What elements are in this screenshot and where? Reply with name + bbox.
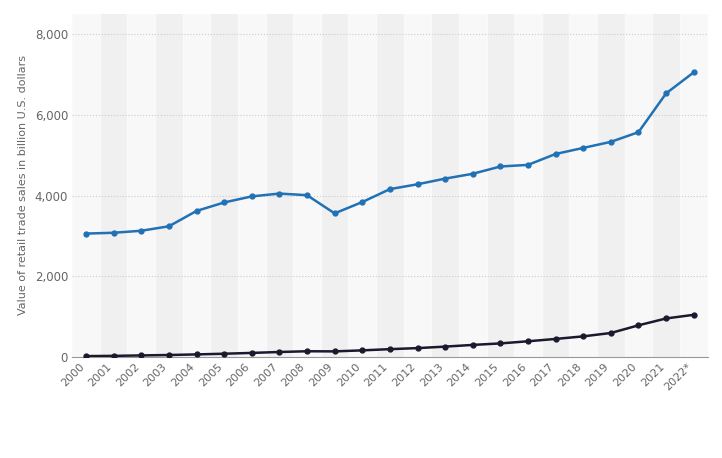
E-commerce	[303, 349, 311, 354]
E-commerce	[469, 342, 477, 348]
E-commerce	[386, 346, 394, 352]
E-commerce	[109, 353, 118, 359]
Total	[552, 151, 560, 157]
Total	[469, 171, 477, 176]
E-commerce	[413, 345, 422, 351]
Total	[137, 228, 146, 234]
E-commerce	[165, 352, 173, 358]
Line: Total: Total	[84, 70, 696, 236]
Total	[358, 199, 367, 205]
Total	[662, 91, 671, 96]
E-commerce	[192, 352, 201, 357]
Bar	[349, 14, 376, 357]
Bar	[570, 14, 597, 357]
Total	[330, 211, 339, 216]
Total	[386, 186, 394, 192]
Total	[109, 230, 118, 235]
Total	[303, 192, 311, 198]
E-commerce	[523, 338, 532, 344]
Bar	[459, 14, 487, 357]
Total	[606, 139, 615, 145]
Total	[275, 191, 284, 196]
Total	[634, 130, 643, 135]
Bar	[404, 14, 431, 357]
E-commerce	[552, 336, 560, 342]
E-commerce	[579, 333, 588, 339]
E-commerce	[441, 344, 450, 349]
Total	[82, 231, 90, 236]
E-commerce	[690, 312, 698, 317]
Total	[413, 181, 422, 187]
Bar	[293, 14, 321, 357]
Bar	[625, 14, 652, 357]
Total	[690, 70, 698, 75]
Total	[165, 224, 173, 229]
E-commerce	[248, 350, 256, 356]
E-commerce	[82, 354, 90, 359]
Bar	[183, 14, 210, 357]
Total	[441, 176, 450, 181]
Bar	[680, 14, 708, 357]
Line: E-commerce: E-commerce	[84, 312, 696, 359]
Total	[192, 208, 201, 214]
E-commerce	[606, 330, 615, 336]
Total	[219, 200, 228, 205]
Total	[523, 162, 532, 168]
Total	[496, 164, 505, 169]
Y-axis label: Value of retail trade sales in billion U.S. dollars: Value of retail trade sales in billion U…	[18, 55, 27, 316]
Total	[579, 145, 588, 151]
Bar	[128, 14, 155, 357]
Total	[248, 194, 256, 199]
E-commerce	[358, 348, 367, 353]
Bar	[238, 14, 266, 357]
E-commerce	[137, 353, 146, 358]
E-commerce	[275, 349, 284, 355]
E-commerce	[219, 351, 228, 356]
Bar	[514, 14, 542, 357]
E-commerce	[496, 341, 505, 346]
E-commerce	[634, 322, 643, 328]
E-commerce	[662, 316, 671, 321]
Bar	[72, 14, 100, 357]
E-commerce	[330, 349, 339, 354]
